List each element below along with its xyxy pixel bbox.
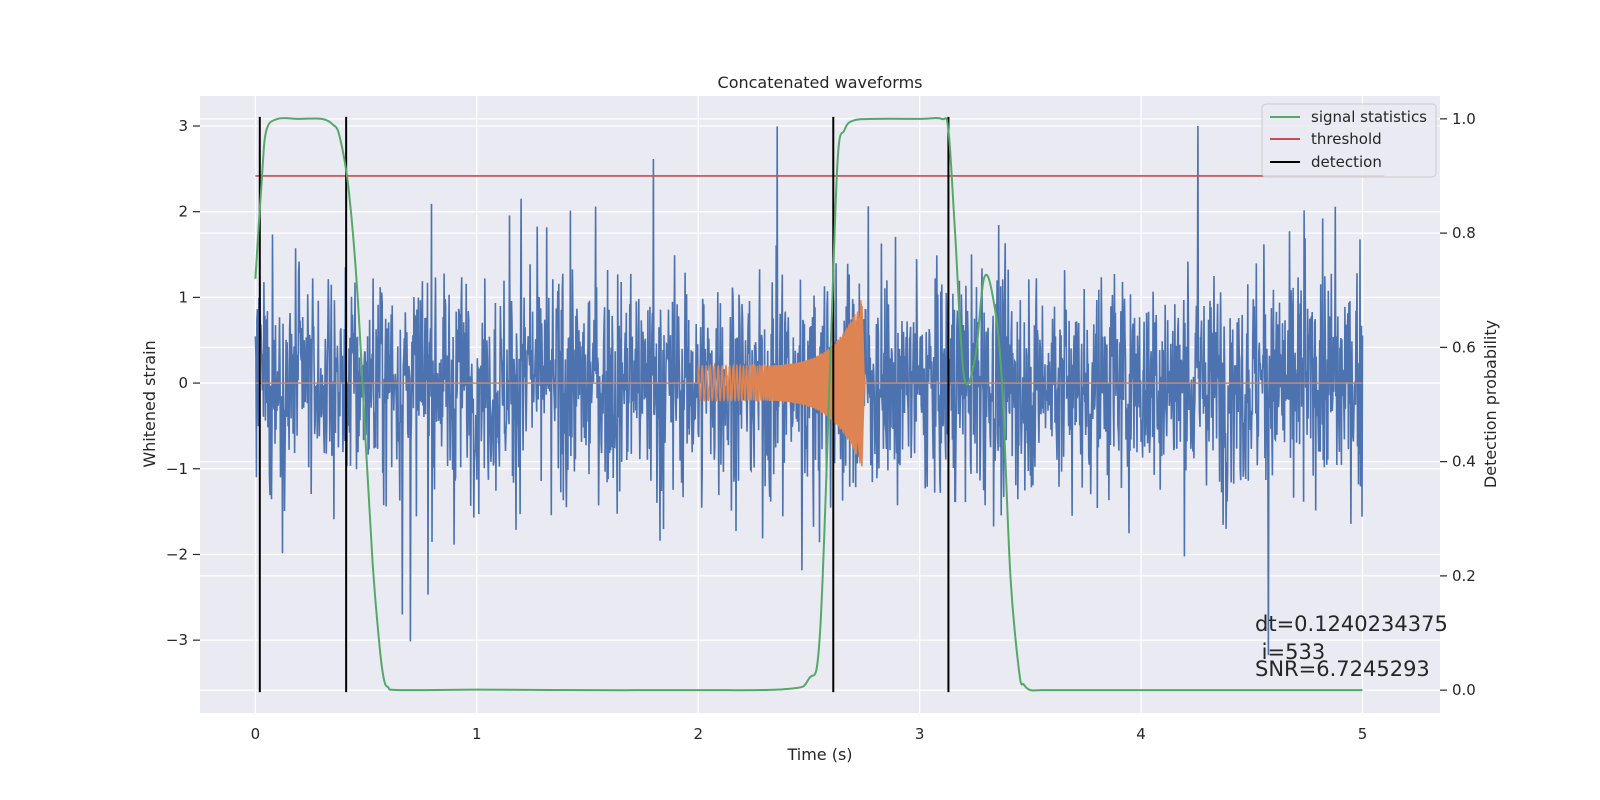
- legend-label-detection: detection: [1311, 153, 1382, 171]
- left-y-tick-label: 1: [178, 288, 188, 306]
- x-tick-label: 0: [251, 725, 261, 743]
- legend-label-signal-statistics: signal statistics: [1311, 108, 1427, 126]
- left-y-tick-label: 2: [178, 203, 188, 221]
- right-y-tick-label: 0.4: [1452, 453, 1476, 471]
- x-tick-label: 2: [693, 725, 703, 743]
- annotation-block: dt=0.1240234375 i=533 SNR=6.7245293: [1255, 612, 1448, 681]
- plot-content: [254, 116, 1385, 693]
- x-tick-label: 4: [1136, 725, 1146, 743]
- left-y-tick-label: 0: [178, 374, 188, 392]
- left-y-tick-label: −1: [166, 460, 188, 478]
- right-y-tick-label: 0.0: [1452, 681, 1476, 699]
- left-y-axis-label: Whitened strain: [140, 340, 159, 467]
- x-axis-ticks: 0 1 2 3 4 5: [251, 725, 1368, 743]
- left-y-tick-label: 3: [178, 117, 188, 135]
- x-axis-label: Time (s): [786, 745, 852, 764]
- chart-title: Concatenated waveforms: [718, 73, 923, 92]
- template-series-line: [255, 300, 1363, 467]
- right-y-axis-ticks: 0.0 0.2 0.4 0.6 0.8 1.0: [1440, 110, 1476, 699]
- left-y-tick-label: −2: [166, 545, 188, 563]
- left-y-axis-ticks: −3 −2 −1 0 1 2 3: [166, 117, 200, 649]
- right-y-tick-label: 1.0: [1452, 110, 1476, 128]
- right-y-axis-label: Detection probability: [1481, 320, 1500, 488]
- annotation-index: i=533: [1255, 640, 1325, 664]
- x-tick-label: 1: [472, 725, 482, 743]
- annotation-dt: dt=0.1240234375: [1255, 612, 1448, 636]
- left-y-tick-label: −3: [166, 631, 188, 649]
- legend-label-threshold: threshold: [1311, 130, 1382, 148]
- noise-series-line: [254, 125, 1364, 656]
- right-y-tick-label: 0.6: [1452, 338, 1476, 356]
- legend-box: [1261, 103, 1437, 178]
- x-tick-label: 3: [915, 725, 925, 743]
- signal-statistics-line: [254, 117, 1363, 692]
- legend: signal statistics threshold detection: [1261, 103, 1437, 178]
- annotation-snr: SNR=6.7245293: [1255, 657, 1430, 681]
- right-y-tick-label: 0.8: [1452, 224, 1476, 242]
- right-y-tick-label: 0.2: [1452, 567, 1476, 585]
- x-tick-label: 5: [1358, 725, 1368, 743]
